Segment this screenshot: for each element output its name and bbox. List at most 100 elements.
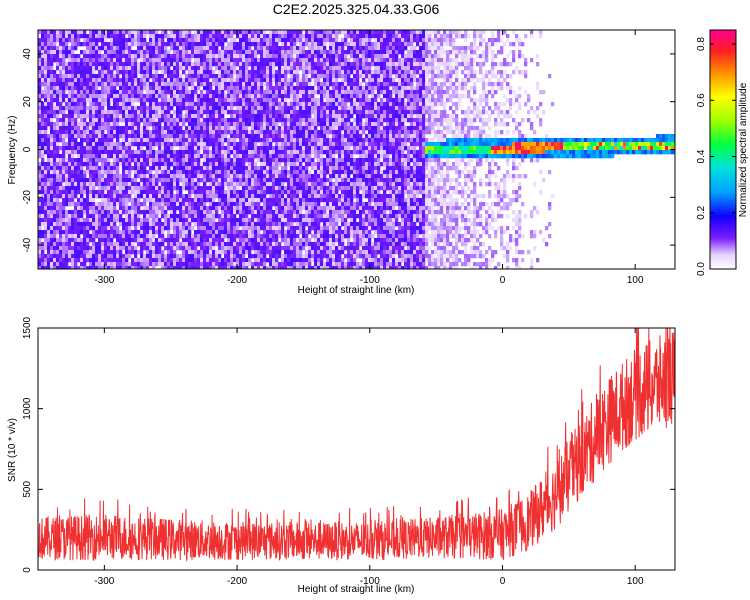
heatmap-cell: [293, 246, 297, 251]
heatmap-cell: [176, 138, 180, 143]
heatmap-cell: [101, 194, 105, 199]
heatmap-cell: [299, 94, 303, 99]
heatmap-cell: [47, 266, 51, 269]
heatmap-cell: [194, 214, 198, 219]
heatmap-cell: [98, 78, 102, 83]
heatmap-cell: [80, 182, 84, 187]
heatmap-cell: [95, 90, 99, 95]
heatmap-cell: [158, 62, 162, 67]
heatmap-cell: [176, 30, 180, 35]
heatmap-cell: [284, 158, 288, 163]
heatmap-cell: [131, 146, 135, 151]
heatmap-cell: [221, 38, 225, 43]
heatmap-cell: [128, 250, 132, 255]
heatmap-cell: [203, 98, 207, 103]
heatmap-cell: [245, 78, 249, 83]
heatmap-cell: [116, 138, 120, 143]
heatmap-cell: [293, 102, 297, 107]
heatmap-cell: [122, 150, 126, 155]
heatmap-cell: [224, 234, 228, 239]
heatmap-cell: [125, 110, 129, 115]
heatmap-cell: [89, 66, 93, 71]
heatmap-cell: [119, 106, 123, 111]
heatmap-cell: [200, 50, 204, 55]
heatmap-cell: [182, 214, 186, 219]
heatmap-cell: [272, 178, 276, 183]
heatmap-cell: [98, 46, 102, 51]
heatmap-cell: [44, 174, 48, 179]
heatmap-cell: [146, 266, 150, 269]
heatmap-cell: [164, 86, 168, 91]
heatmap-cell: [203, 66, 207, 71]
heatmap-cell: [293, 202, 297, 207]
heatmap-cell: [89, 218, 93, 223]
heatmap-cell: [194, 142, 198, 147]
heatmap-cell: [275, 126, 279, 131]
heatmap-cell: [293, 210, 297, 215]
heatmap-cell: [38, 266, 42, 269]
heatmap-cell: [182, 162, 186, 167]
heatmap-cell: [149, 122, 153, 127]
heatmap-cell: [131, 38, 135, 43]
heatmap-cell: [164, 262, 168, 267]
heatmap-cell: [53, 250, 57, 255]
heatmap-cell: [266, 210, 270, 215]
heatmap-cell: [98, 250, 102, 255]
heatmap-cell: [260, 54, 264, 59]
heatmap-cell: [203, 102, 207, 107]
heatmap-cell: [65, 250, 69, 255]
heatmap-cell: [107, 170, 111, 175]
heatmap-cell: [260, 198, 264, 203]
heatmap-cell: [245, 30, 249, 35]
heatmap-cell: [212, 214, 216, 219]
heatmap-cell: [164, 110, 168, 115]
heatmap-cell: [47, 198, 51, 203]
heatmap-cell: [122, 198, 126, 203]
heatmap-cell: [101, 178, 105, 183]
heatmap-cell: [206, 118, 210, 123]
heatmap-cell: [131, 94, 135, 99]
heatmap-cell: [275, 50, 279, 55]
heatmap-cell: [296, 154, 300, 159]
heatmap-cell: [212, 118, 216, 123]
heatmap-cell: [74, 234, 78, 239]
heatmap-cell: [101, 206, 105, 211]
heatmap-cell: [44, 110, 48, 115]
heatmap-cell: [71, 78, 75, 83]
heatmap-cell: [140, 142, 144, 147]
heatmap-cell: [281, 58, 285, 63]
heatmap-cell: [194, 118, 198, 123]
heatmap-cell: [200, 170, 204, 175]
heatmap-cell: [38, 58, 42, 63]
heatmap-cell: [77, 86, 81, 91]
heatmap-cell: [146, 174, 150, 179]
heatmap-cell: [287, 182, 291, 187]
heatmap-cell: [239, 222, 243, 227]
heatmap-cell: [83, 30, 87, 35]
heatmap-cell: [164, 82, 168, 87]
heatmap-cell: [77, 82, 81, 87]
heatmap-cell: [161, 34, 165, 39]
heatmap-cell: [296, 202, 300, 207]
heatmap-cell: [209, 62, 213, 67]
heatmap-cell: [86, 154, 90, 159]
heatmap-cell: [269, 230, 273, 235]
heatmap-cell: [254, 102, 258, 107]
heatmap-cell: [158, 46, 162, 51]
heatmap-cell: [143, 202, 147, 207]
heatmap-cell: [185, 258, 189, 263]
heatmap-cell: [119, 262, 123, 267]
heatmap-cell: [65, 130, 69, 135]
heatmap-cell: [230, 122, 234, 127]
heatmap-cell: [161, 130, 165, 135]
heatmap-cell: [95, 30, 99, 35]
heatmap-cell: [242, 222, 246, 227]
heatmap-cell: [212, 78, 216, 83]
heatmap-cell: [158, 110, 162, 115]
heatmap-cell: [242, 90, 246, 95]
heatmap-cell: [152, 262, 156, 267]
heatmap-cell: [266, 54, 270, 59]
heatmap-cell: [65, 258, 69, 263]
heatmap-cell: [257, 94, 261, 99]
heatmap-cell: [104, 110, 108, 115]
